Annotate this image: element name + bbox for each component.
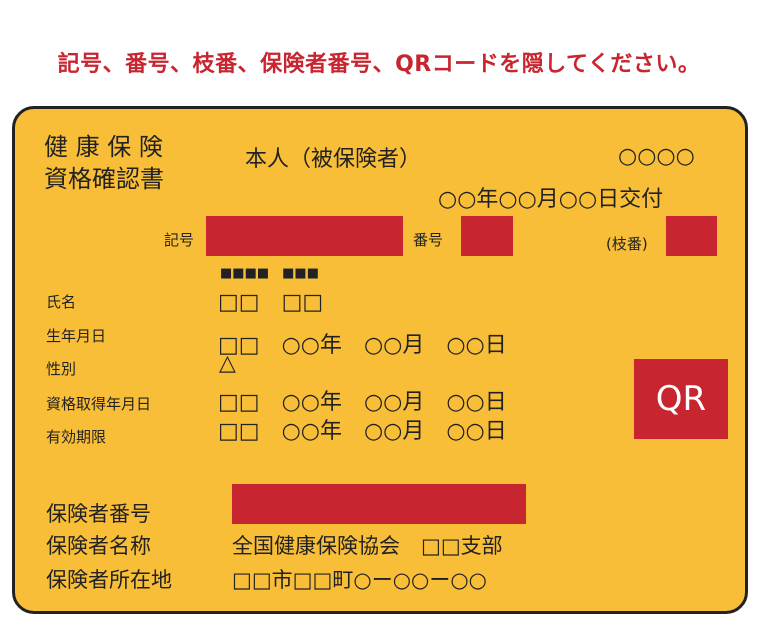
name-furigana: ■■■■ ■■■ [220, 266, 319, 281]
sex-value: △ [219, 351, 236, 376]
insurer-number-label: 保険者番号 [46, 502, 151, 526]
valid-until-value: □□ ○○年 ○○月 ○○日 [218, 419, 507, 444]
name-value: □□ □□ [218, 290, 324, 315]
insurer-name-label: 保険者名称 [46, 534, 151, 558]
issue-date: ○○年○○月○○日交付 [438, 187, 664, 212]
branch-redaction [666, 216, 717, 256]
insurer-address-value: □□市□□町○ー○○ー○○ [232, 568, 487, 592]
birth-date-value: □□ ○○年 ○○月 ○○日 [218, 333, 507, 358]
card-title-line1: 健 康 保 険 [44, 133, 163, 161]
number-label: 番号 [413, 231, 444, 249]
number-redaction [461, 216, 513, 256]
redaction-instruction: 記号、番号、枝番、保険者番号、QRコードを隠してください。 [57, 52, 701, 77]
insurer-address-label: 保険者所在地 [46, 568, 172, 592]
insurance-card [12, 106, 748, 614]
insured-type: 本人（被保険者） [245, 147, 422, 172]
card-title-line2: 資格確認書 [44, 165, 164, 193]
sex-label: 性別 [46, 360, 77, 378]
symbol-label: 記号 [164, 231, 195, 249]
branch-label: (枝番) [606, 235, 648, 253]
insurer-number-redaction [232, 484, 526, 524]
name-label: 氏名 [46, 293, 77, 311]
symbol-redaction [206, 216, 403, 256]
valid-until-label: 有効期限 [46, 428, 107, 446]
qualification-date-label: 資格取得年月日 [46, 395, 152, 413]
qr-code-redaction: QR [634, 359, 728, 439]
birth-date-label: 生年月日 [46, 327, 107, 345]
top-right-code: ○○○○ [618, 144, 695, 169]
insurer-name-value: 全国健康保険協会 □□支部 [232, 534, 503, 558]
qualification-date-value: □□ ○○年 ○○月 ○○日 [218, 390, 507, 415]
